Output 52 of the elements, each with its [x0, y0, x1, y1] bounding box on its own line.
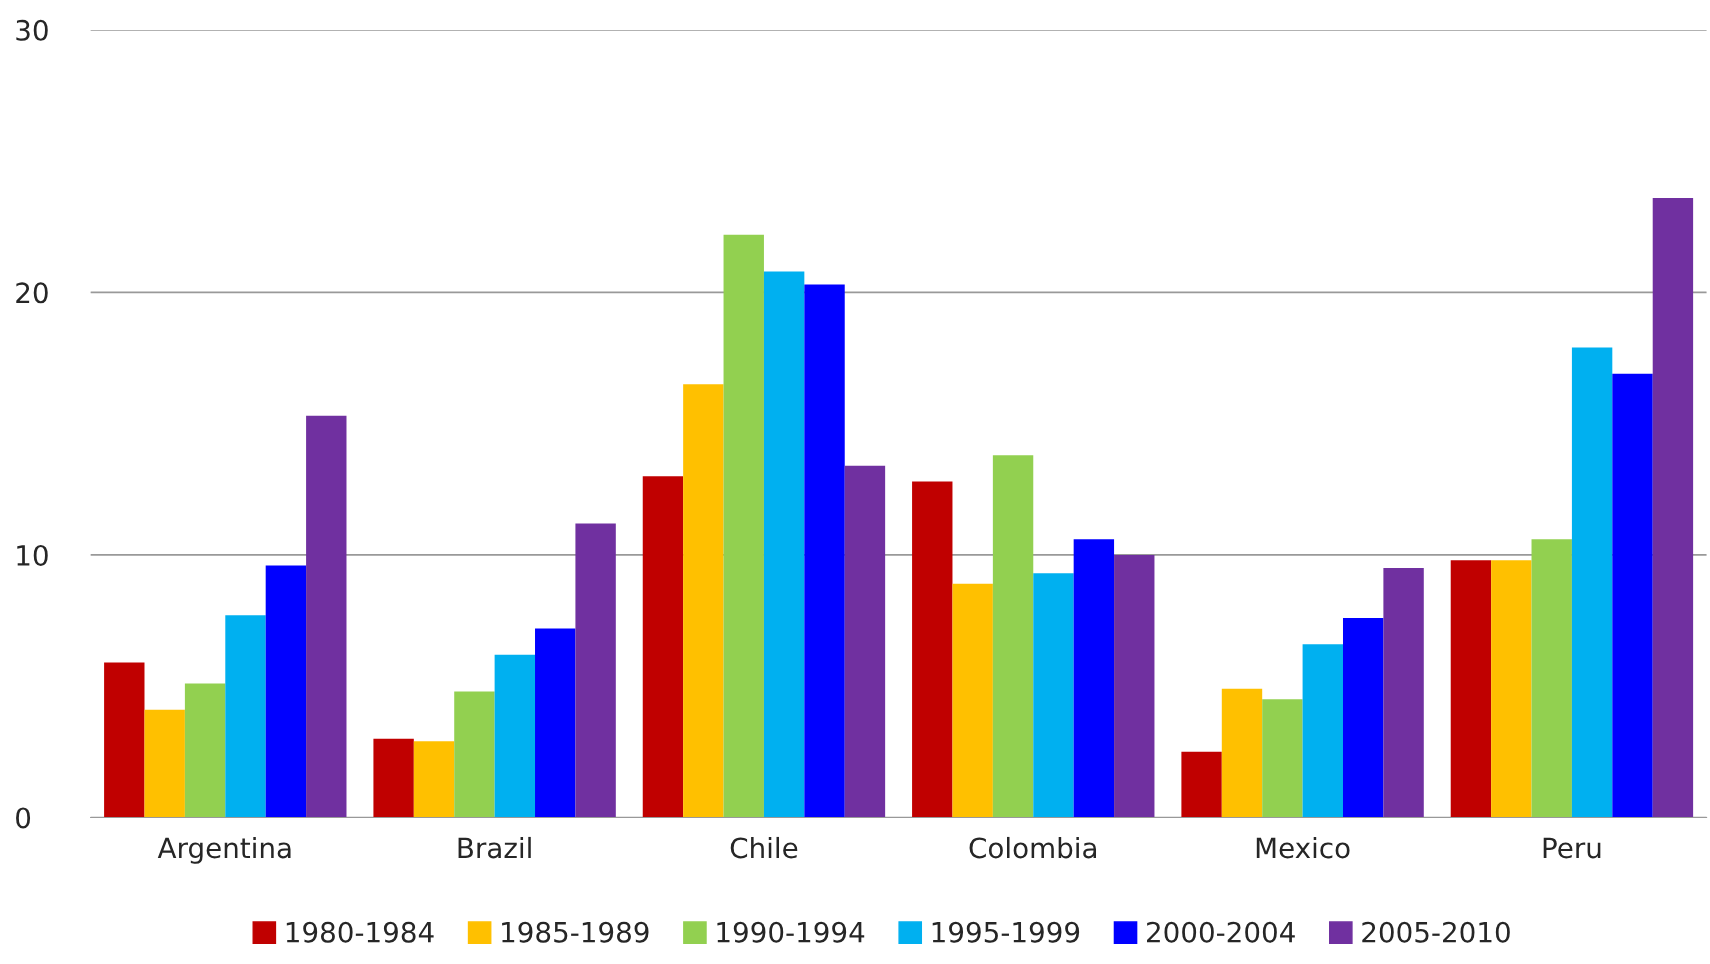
bar [454, 691, 495, 818]
legend-label: 2000-2004 [1147, 921, 1295, 943]
bar [1450, 560, 1492, 818]
bar [1652, 197, 1694, 818]
bar [413, 741, 455, 818]
bar [535, 628, 576, 818]
x-tick-label: Colombia [969, 836, 1097, 859]
x-tick-label: Peru [1543, 837, 1601, 859]
bar [373, 738, 414, 818]
bar [992, 455, 1034, 818]
bar [575, 523, 616, 818]
legend-label: 1990-1994 [717, 921, 865, 943]
bar [723, 234, 764, 818]
bar [1612, 373, 1653, 818]
bar [1114, 554, 1155, 818]
bar [912, 481, 953, 818]
y-tick-label: 20 [16, 282, 48, 304]
bar [1221, 688, 1263, 818]
legend-label: 1985-1989 [502, 921, 649, 943]
bar [306, 415, 347, 818]
y-tick-label: 0 [16, 807, 31, 829]
bar [144, 709, 185, 818]
x-tick-label: Argentina [157, 836, 291, 864]
legend-label: 1995-1999 [932, 921, 1080, 943]
bar [844, 465, 886, 818]
bar [1073, 539, 1115, 818]
bar [952, 583, 993, 818]
bar [804, 284, 845, 818]
bar [642, 476, 684, 818]
y-tick-label: 10 [17, 544, 48, 566]
bar [225, 615, 266, 818]
bar [1383, 568, 1424, 818]
legend-label: 1980-1984 [286, 921, 434, 943]
x-tick-label: Chile [730, 836, 798, 859]
bar [184, 683, 226, 818]
bar [1571, 347, 1613, 818]
bar [1302, 644, 1343, 818]
bar [265, 565, 307, 818]
legend-label: 2005-2010 [1362, 921, 1510, 943]
bar [1531, 539, 1572, 818]
bar [763, 271, 805, 818]
bar [1342, 617, 1384, 818]
bar [1181, 751, 1222, 818]
x-tick-label: Mexico [1256, 836, 1350, 859]
bar [683, 384, 724, 818]
bar [104, 662, 145, 818]
bar [1033, 573, 1074, 818]
bar [1262, 699, 1303, 818]
bar [494, 654, 536, 818]
x-tick-label: Brazil [458, 836, 531, 859]
y-tick-label: 30 [16, 19, 48, 41]
bar [1491, 560, 1532, 818]
